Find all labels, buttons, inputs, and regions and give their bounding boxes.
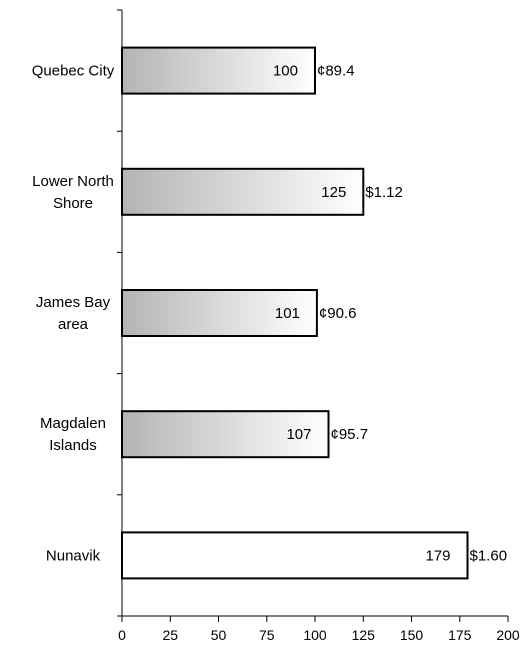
x-tick-label: 175 xyxy=(448,627,472,643)
bar-value-label: 100 xyxy=(273,63,298,80)
x-tick-label: 200 xyxy=(496,627,520,643)
x-tick-label: 150 xyxy=(400,627,424,643)
x-tick-label: 25 xyxy=(163,627,179,643)
bar-price-label: ¢95.7 xyxy=(331,426,369,443)
x-tick-label: 100 xyxy=(303,627,327,643)
x-tick-label: 125 xyxy=(352,627,376,643)
x-tick-label: 0 xyxy=(118,627,126,643)
bar-value-label: 125 xyxy=(321,184,346,201)
category-label: Lower North Shore xyxy=(32,173,114,212)
bar-price-label: ¢89.4 xyxy=(317,63,355,80)
bar xyxy=(122,532,468,578)
category-label: James Bay area xyxy=(36,294,111,333)
category-label: Quebec City xyxy=(32,63,115,80)
bar-price-label: ¢90.6 xyxy=(319,305,357,322)
bar-value-label: 101 xyxy=(275,305,300,322)
category-label: Magdalen Islands xyxy=(40,415,106,454)
bar-value-label: 179 xyxy=(425,547,450,564)
bar-price-label: $1.60 xyxy=(470,547,508,564)
x-tick-label: 50 xyxy=(211,627,227,643)
bar-value-label: 107 xyxy=(286,426,311,443)
category-label: Nunavik xyxy=(46,547,101,564)
x-tick-label: 75 xyxy=(259,627,275,643)
bar-price-label: $1.12 xyxy=(365,184,403,201)
